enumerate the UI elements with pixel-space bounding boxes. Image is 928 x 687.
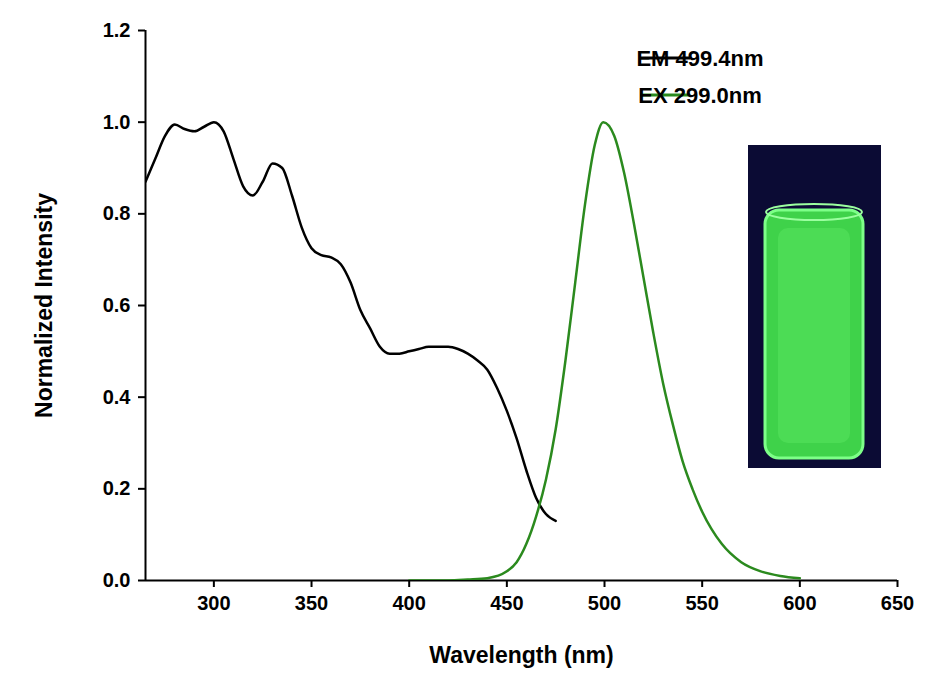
svg-text:Wavelength (nm): Wavelength (nm) — [429, 642, 613, 668]
svg-text:Normalized Intensity: Normalized Intensity — [31, 193, 57, 418]
svg-text:0.2: 0.2 — [103, 477, 131, 499]
svg-text:300: 300 — [197, 592, 230, 614]
svg-text:1.2: 1.2 — [103, 19, 131, 41]
svg-text:550: 550 — [685, 592, 718, 614]
svg-text:0.8: 0.8 — [103, 202, 131, 224]
svg-text:350: 350 — [295, 592, 328, 614]
svg-text:500: 500 — [588, 592, 621, 614]
svg-text:450: 450 — [490, 592, 523, 614]
svg-text:0.0: 0.0 — [103, 569, 131, 591]
svg-text:EM 499.4nm: EM 499.4nm — [636, 46, 763, 71]
svg-text:0.4: 0.4 — [103, 386, 132, 408]
svg-text:0.6: 0.6 — [103, 294, 131, 316]
svg-text:650: 650 — [881, 592, 914, 614]
svg-text:400: 400 — [393, 592, 426, 614]
svg-text:EX 299.0nm: EX 299.0nm — [638, 83, 762, 108]
svg-text:600: 600 — [783, 592, 816, 614]
svg-text:1.0: 1.0 — [103, 111, 131, 133]
